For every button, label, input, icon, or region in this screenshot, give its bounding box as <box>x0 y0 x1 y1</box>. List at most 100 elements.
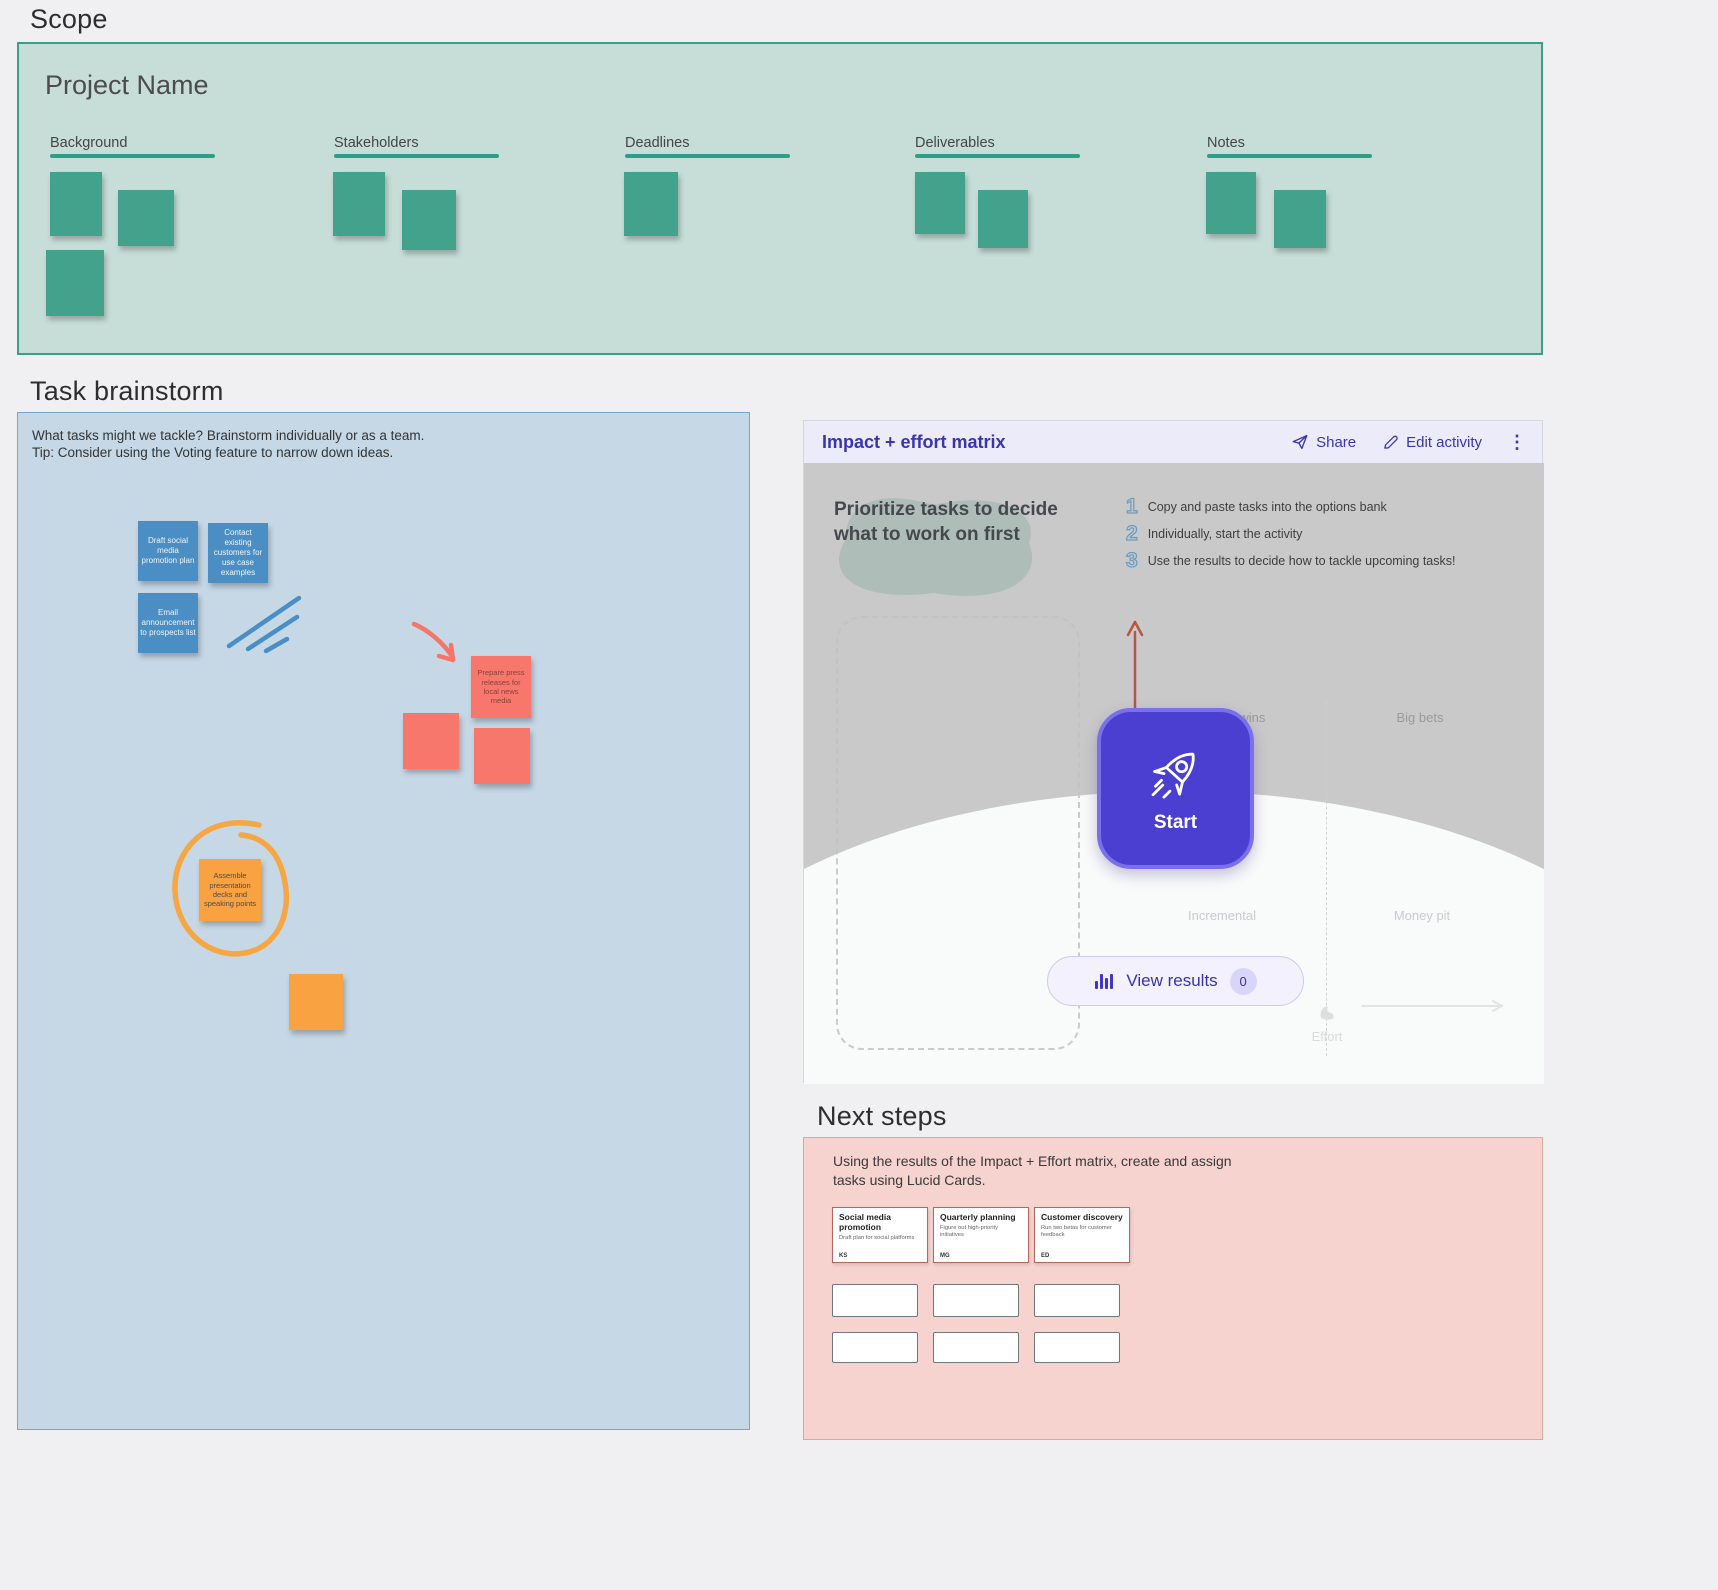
brainstorm-heading: Task brainstorm <box>30 376 224 406</box>
scope-column-stakeholders-underline <box>334 154 499 158</box>
step-3-text: Use the results to decide how to tackle … <box>1147 553 1456 568</box>
sticky-note[interactable] <box>118 190 174 246</box>
edit-activity-button[interactable]: Edit activity <box>1382 434 1482 451</box>
sticky-note[interactable]: Draft social media promotion plan <box>138 521 198 581</box>
blank-card-input[interactable] <box>832 1332 918 1363</box>
sticky-note[interactable]: Assemble presentation decks and speaking… <box>199 859 261 921</box>
sticky-note[interactable] <box>1274 190 1326 248</box>
next-steps-heading: Next steps <box>817 1101 947 1131</box>
card-description: Run two betas for customer feedback <box>1041 1224 1112 1238</box>
card-title: Customer discovery <box>1041 1212 1123 1222</box>
options-bank-outline <box>836 616 1080 1050</box>
start-activity-button[interactable]: Start <box>1097 708 1254 869</box>
blank-card-input[interactable] <box>1034 1332 1120 1363</box>
scope-column-notes-underline <box>1207 154 1372 158</box>
instruction-step-3: 3 Use the results to decide how to tackl… <box>1125 549 1456 572</box>
matrix-activity-preview: Prioritize tasks to decide what to work … <box>804 463 1544 1084</box>
sticky-note[interactable] <box>50 172 102 236</box>
scope-column-deadlines-label: Deadlines <box>625 135 690 151</box>
paper-plane-icon <box>1292 434 1308 450</box>
scope-column-deliverables-label: Deliverables <box>915 135 995 151</box>
brainstorm-panel: What tasks might we tackle? Brainstorm i… <box>17 412 750 1430</box>
scope-column-background-label: Background <box>50 135 128 151</box>
results-count-badge: 0 <box>1229 967 1257 995</box>
quadrant-money-pit-label: Money pit <box>1393 908 1451 923</box>
matrix-headline-line2: what to work on first <box>834 524 1020 545</box>
matrix-headline: Prioritize tasks to decide what to work … <box>834 497 1058 547</box>
red-arrow-annotation <box>411 621 456 663</box>
sticky-note[interactable] <box>978 190 1028 248</box>
brainstorm-prompt-line2: Tip: Consider using the Voting feature t… <box>32 445 394 460</box>
more-options-button[interactable]: ⋮ <box>1508 432 1526 452</box>
blank-card-input[interactable] <box>933 1332 1019 1363</box>
sticky-note[interactable] <box>403 713 459 769</box>
quadrant-divider-line <box>1326 701 1327 1056</box>
blue-marker-strokes <box>226 595 302 654</box>
scope-column-notes-label: Notes <box>1207 135 1245 151</box>
card-title: Social media promotion <box>839 1212 891 1232</box>
scope-panel: Project Name Background Stakeholders Dea… <box>17 42 1543 355</box>
scope-column-deliverables-underline <box>915 154 1080 158</box>
quadrant-incremental-label: Incremental <box>1188 908 1256 923</box>
highlight-blob <box>839 498 1033 596</box>
effort-axis-group: Effort <box>1292 1003 1362 1044</box>
lucid-card-social-media[interactable]: Social media promotion Draft plan for so… <box>832 1207 928 1263</box>
project-name-title: Project Name <box>45 70 209 100</box>
sticky-note[interactable] <box>915 172 965 234</box>
step-2-number: 2 <box>1125 522 1138 545</box>
matrix-headline-line1: Prioritize tasks to decide <box>834 499 1058 520</box>
card-description: Figure out high-priority initiatives <box>940 1224 998 1238</box>
step-1-number: 1 <box>1125 495 1138 518</box>
share-label: Share <box>1316 433 1357 451</box>
step-1-text: Copy and paste tasks into the options ba… <box>1147 499 1387 514</box>
next-steps-description: Using the results of the Impact + Effort… <box>833 1152 1232 1190</box>
sticky-note[interactable]: Prepare press releases for local news me… <box>471 656 531 718</box>
step-3-number: 3 <box>1125 549 1138 572</box>
matrix-header: Impact + effort matrix Share <box>804 421 1542 463</box>
scope-heading: Scope <box>30 4 108 34</box>
view-results-button[interactable]: View results 0 <box>1047 956 1304 1006</box>
sticky-note[interactable]: Contact existing customers for use case … <box>208 523 268 583</box>
sticky-note[interactable] <box>624 172 678 236</box>
muscle-icon <box>1320 1006 1334 1020</box>
lucid-card-quarterly-planning[interactable]: Quarterly planning Figure out high-prior… <box>933 1207 1029 1263</box>
instruction-step-2: 2 Individually, start the activity <box>1125 522 1303 545</box>
sticky-note[interactable] <box>46 250 104 316</box>
step-2-text: Individually, start the activity <box>1147 526 1303 541</box>
brainstorm-prompt: What tasks might we tackle? Brainstorm i… <box>32 427 424 461</box>
sticky-note[interactable] <box>333 172 385 236</box>
rocket-icon <box>1151 752 1195 799</box>
view-results-label: View results <box>1126 971 1218 990</box>
scope-column-background-underline <box>50 154 215 158</box>
quadrant-big-bets-label: Big bets <box>1396 710 1444 725</box>
bar-chart-icon <box>1095 974 1114 989</box>
next-steps-description-line2: tasks using Lucid Cards. <box>833 1172 986 1188</box>
blank-card-input[interactable] <box>1034 1284 1120 1317</box>
blank-card-input[interactable] <box>832 1284 918 1317</box>
sticky-note[interactable] <box>1206 172 1256 234</box>
sticky-note[interactable] <box>402 190 456 250</box>
matrix-title: Impact + effort matrix <box>822 431 1006 452</box>
card-assignee-initials: ED <box>1041 1253 1050 1259</box>
pencil-icon <box>1384 435 1398 449</box>
start-button-label: Start <box>1153 811 1198 833</box>
card-title: Quarterly planning <box>940 1212 1016 1222</box>
edit-activity-label: Edit activity <box>1406 433 1482 451</box>
next-steps-panel: Using the results of the Impact + Effort… <box>803 1137 1543 1440</box>
card-description: Draft plan for social platforms <box>839 1234 915 1241</box>
instruction-step-1: 1 Copy and paste tasks into the options … <box>1125 495 1387 518</box>
sticky-note[interactable]: Email announcement to prospects list <box>138 593 198 653</box>
effort-axis-label: Effort <box>1311 1029 1343 1044</box>
scope-column-deadlines-underline <box>625 154 790 158</box>
lucid-card-customer-discovery[interactable]: Customer discovery Run two betas for cus… <box>1034 1207 1130 1263</box>
brainstorm-prompt-line1: What tasks might we tackle? Brainstorm i… <box>32 428 425 443</box>
share-button[interactable]: Share <box>1291 433 1356 451</box>
effort-axis-arrow <box>1361 1000 1503 1012</box>
scope-column-stakeholders-label: Stakeholders <box>334 135 419 151</box>
blank-card-input[interactable] <box>933 1284 1019 1317</box>
sticky-note[interactable] <box>474 728 530 784</box>
sticky-note[interactable] <box>289 974 343 1030</box>
impact-effort-matrix-panel: Impact + effort matrix Share <box>803 420 1544 1084</box>
next-steps-description-line1: Using the results of the Impact + Effort… <box>833 1153 1232 1169</box>
